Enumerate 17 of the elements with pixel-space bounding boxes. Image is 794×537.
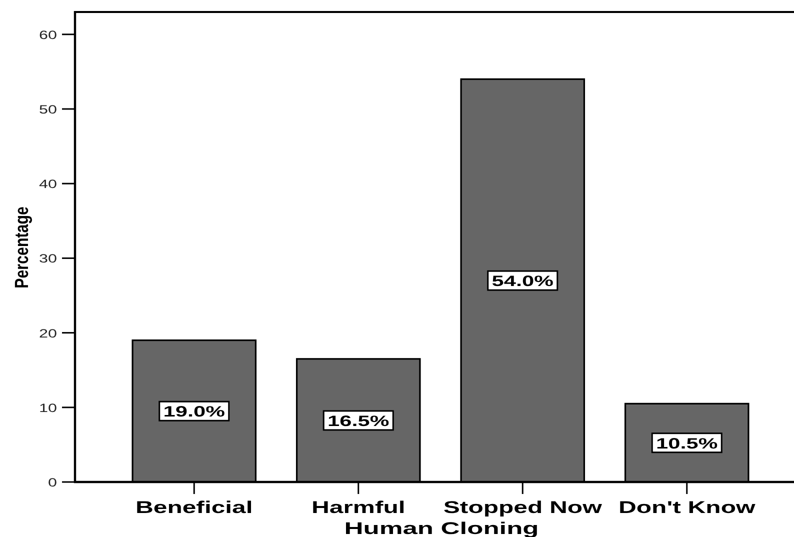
data-label: 16.5% — [328, 412, 390, 430]
y-tick-label: 40 — [38, 178, 58, 192]
x-tick-label: Beneficial — [136, 498, 253, 517]
y-tick-label: 10 — [38, 402, 58, 416]
y-tick-label: 0 — [48, 476, 58, 490]
y-tick-label: 30 — [38, 252, 58, 266]
x-tick-label: Don't Know — [618, 498, 756, 517]
data-label: 19.0% — [163, 402, 226, 420]
y-axis-title: Percentage — [10, 206, 32, 288]
data-label: 54.0% — [492, 272, 554, 290]
y-tick-label: 20 — [38, 327, 58, 341]
y-tick-label: 60 — [38, 28, 58, 42]
x-tick-label: Stopped Now — [443, 498, 602, 517]
x-axis-title: Human Cloning — [344, 518, 539, 537]
data-label: 10.5% — [656, 434, 718, 452]
x-tick-label: Harmful — [311, 498, 406, 517]
y-tick-label: 50 — [38, 103, 58, 117]
